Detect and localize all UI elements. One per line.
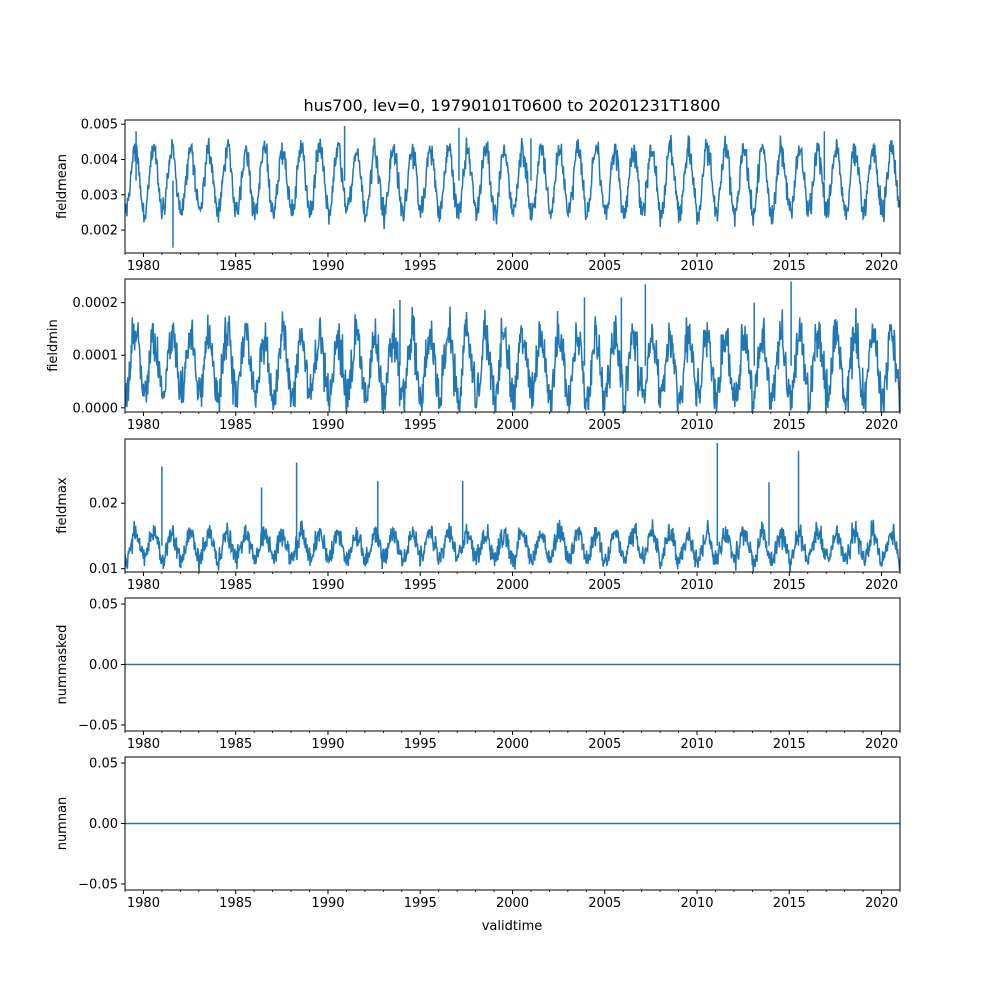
- x-tick-label-1980: 1980: [127, 418, 160, 433]
- x-tick-label-2020: 2020: [865, 578, 898, 593]
- x-tick-label-2010: 2010: [680, 737, 713, 752]
- y-tick-label: 0.002: [81, 224, 118, 239]
- y-axis-label-fieldmax: fieldmax: [55, 477, 70, 534]
- x-tick-label-1990: 1990: [311, 737, 344, 752]
- y-tick-label: 0.004: [81, 153, 118, 168]
- x-tick-label-1980: 1980: [127, 896, 160, 911]
- x-tick-label-2010: 2010: [680, 259, 713, 274]
- x-axis-label: validtime: [482, 919, 543, 934]
- panel-fieldmax: 1980 1985 1990 1995 2000 2005 2010 2015 2020 0.01…: [55, 438, 901, 593]
- x-tick-label-2020: 2020: [865, 418, 898, 433]
- y-tick-label: −0.05: [78, 718, 118, 733]
- y-tick-label: 0.02: [89, 497, 118, 512]
- x-tick-label-2020: 2020: [865, 737, 898, 752]
- x-tick-label-1995: 1995: [404, 418, 437, 433]
- x-tick-label-1995: 1995: [404, 737, 437, 752]
- x-tick-label-1995: 1995: [404, 578, 437, 593]
- panel-nummasked: 1980 1985 1990 1995 2000 2005 2010 2015 2020 −0.0…: [55, 597, 901, 752]
- y-tick-label: 0.0001: [73, 349, 119, 364]
- y-tick-label: 0.05: [89, 598, 118, 613]
- x-tick-label-2020: 2020: [865, 896, 898, 911]
- x-tick-label-1980: 1980: [127, 259, 160, 274]
- fieldmean-series-line: [125, 134, 900, 230]
- y-tick-label: 0.0002: [73, 296, 119, 311]
- panel-fieldmin: 1980 1985 1990 1995 2000 2005 2010 2015 2020 0.00…: [46, 278, 901, 433]
- y-axis-label-fieldmean: fieldmean: [55, 154, 70, 219]
- y-tick-label: 0.05: [89, 757, 118, 772]
- y-axis-label-fieldmin: fieldmin: [46, 319, 61, 372]
- y-axis-label-numnan: numnan: [55, 797, 70, 851]
- x-tick-label-2005: 2005: [588, 896, 621, 911]
- panel-numnan: 1980 1985 1990 1995 2000 2005 2010 2015 2020 −0.0…: [55, 756, 901, 911]
- y-axis-label-nummasked: nummasked: [55, 625, 70, 705]
- x-tick-label-2015: 2015: [773, 578, 806, 593]
- x-tick-label-2000: 2000: [496, 578, 529, 593]
- x-tick-label-2015: 2015: [773, 737, 806, 752]
- panel-fieldmean: 1980 1985 1990 1995 2000 2005 2010 2015 2020 0.00…: [55, 118, 901, 274]
- x-tick-label-1980: 1980: [127, 737, 160, 752]
- x-tick-label-1985: 1985: [219, 418, 252, 433]
- y-tick-label: 0.0000: [73, 401, 119, 416]
- x-tick-label-1985: 1985: [219, 578, 252, 593]
- x-tick-label-2005: 2005: [588, 737, 621, 752]
- x-tick-label-2020: 2020: [865, 259, 898, 274]
- x-tick-label-2015: 2015: [773, 418, 806, 433]
- x-tick-label-1980: 1980: [127, 578, 160, 593]
- x-tick-label-1985: 1985: [219, 259, 252, 274]
- y-tick-label: 0.00: [89, 658, 118, 673]
- x-tick-label-1995: 1995: [404, 259, 437, 274]
- fieldmin-series-line: [125, 306, 900, 412]
- x-tick-label-1990: 1990: [311, 259, 344, 274]
- y-tick-label: 0.005: [81, 118, 118, 133]
- x-tick-label-2000: 2000: [496, 418, 529, 433]
- x-tick-label-2005: 2005: [588, 418, 621, 433]
- x-tick-label-2000: 2000: [496, 896, 529, 911]
- y-tick-label: 0.00: [89, 817, 118, 832]
- x-tick-label-2005: 2005: [588, 578, 621, 593]
- y-tick-label: 0.01: [89, 562, 118, 577]
- x-tick-label-1990: 1990: [311, 418, 344, 433]
- x-tick-label-1985: 1985: [219, 737, 252, 752]
- y-tick-label: 0.003: [81, 188, 118, 203]
- x-tick-label-1985: 1985: [219, 896, 252, 911]
- x-tick-label-2010: 2010: [680, 896, 713, 911]
- x-tick-label-2010: 2010: [680, 418, 713, 433]
- y-tick-label: −0.05: [78, 877, 118, 892]
- fieldmax-series-line: [125, 519, 900, 572]
- x-tick-label-1995: 1995: [404, 896, 437, 911]
- x-tick-label-2015: 2015: [773, 259, 806, 274]
- x-tick-label-2000: 2000: [496, 737, 529, 752]
- x-tick-label-1990: 1990: [311, 578, 344, 593]
- x-tick-label-2015: 2015: [773, 896, 806, 911]
- x-tick-label-2005: 2005: [588, 259, 621, 274]
- x-tick-label-1990: 1990: [311, 896, 344, 911]
- x-tick-label-2000: 2000: [496, 259, 529, 274]
- x-tick-label-2010: 2010: [680, 578, 713, 593]
- chart-title: hus700, lev=0, 19790101T0600 to 20201231…: [304, 96, 721, 115]
